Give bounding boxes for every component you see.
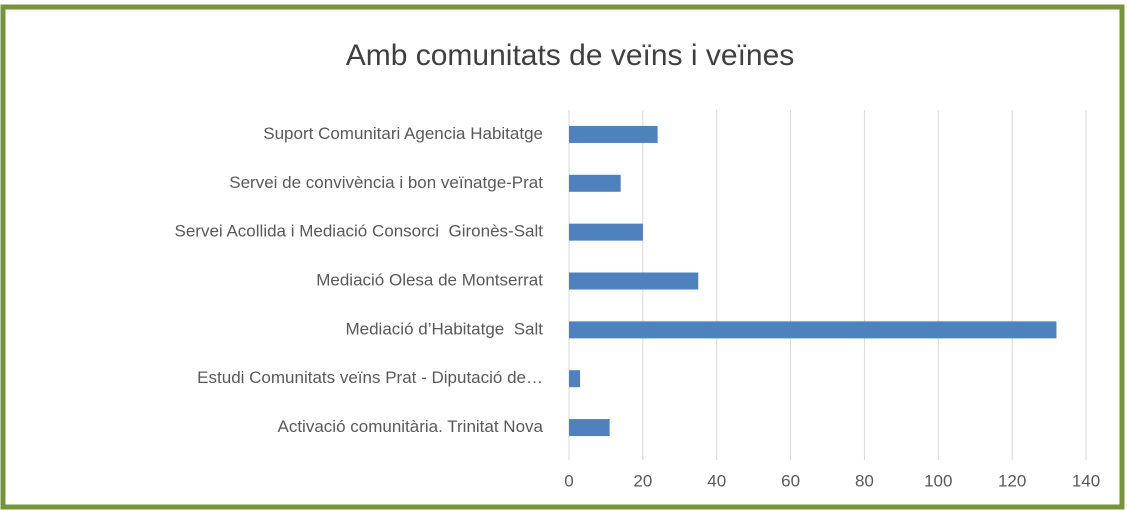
x-tick-label: 100 xyxy=(924,471,952,490)
y-tick-label: Mediació d’Habitatge Salt xyxy=(345,319,543,338)
plot: Amb comunitats de veïns i veïnes 0 20 40 60… xyxy=(175,39,1101,491)
bar xyxy=(569,223,643,241)
frame xyxy=(0,4,1125,510)
y-tick-label: Servei Acollida i Mediació Consorci Giro… xyxy=(175,222,544,241)
x-tick-label: 60 xyxy=(781,471,800,490)
bar xyxy=(569,272,699,290)
x-tick-label: 80 xyxy=(855,471,874,490)
y-tick-label: Suport Comunitari Agencia Habitatge xyxy=(263,124,543,143)
x-tick-label: 0 xyxy=(564,471,573,490)
y-tick-label: Mediació Olesa de Montserrat xyxy=(316,270,543,289)
x-tick-label: 140 xyxy=(1072,471,1100,490)
bar xyxy=(569,419,610,437)
chart-title: Amb comunitats de veïns i veïnes xyxy=(346,39,795,72)
y-tick-label: Activació comunitària. Trinitat Nova xyxy=(278,417,544,436)
bar xyxy=(569,370,581,388)
bar xyxy=(569,321,1057,339)
y-tick-label: Estudi Comunitats veïns Prat - Diputació… xyxy=(197,368,543,387)
y-tick-label: Servei de convivència i bon veïnatge-Pra… xyxy=(229,173,543,192)
bar xyxy=(569,125,658,143)
x-tick-label: 40 xyxy=(707,471,726,490)
x-tick-label: 20 xyxy=(633,471,652,490)
x-tick-label: 120 xyxy=(998,471,1026,490)
bar xyxy=(569,174,621,192)
